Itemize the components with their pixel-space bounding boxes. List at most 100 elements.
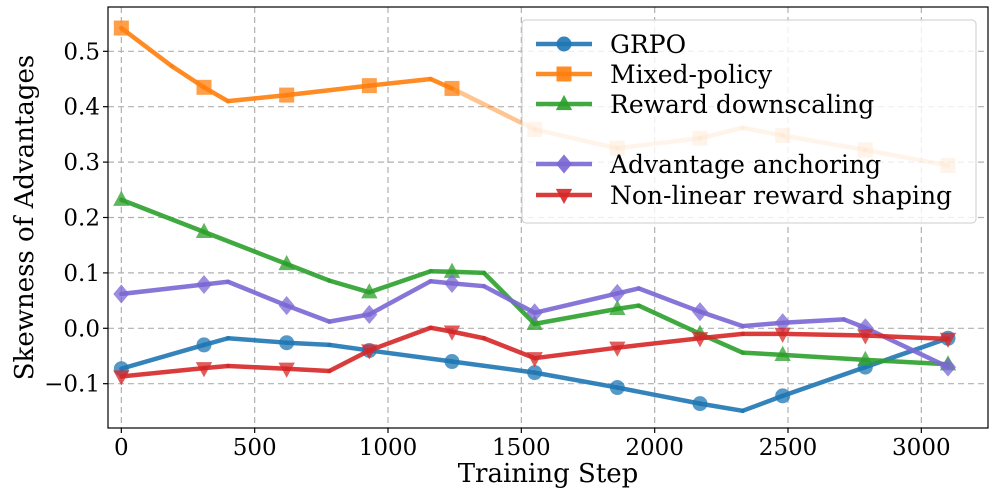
x-tick-label: 500 bbox=[233, 435, 277, 461]
series-line-segment bbox=[284, 261, 332, 283]
series-line-segment bbox=[481, 336, 537, 361]
series-line-segment bbox=[481, 283, 537, 316]
data-point bbox=[444, 80, 460, 96]
series-line-segment bbox=[532, 291, 620, 316]
series-line-segment bbox=[636, 286, 703, 314]
data-point bbox=[692, 396, 708, 412]
series-line-segment bbox=[780, 331, 868, 338]
legend-label: Non-linear reward shaping bbox=[610, 181, 952, 210]
legend-swatch-marker bbox=[555, 188, 573, 205]
data-point bbox=[278, 362, 295, 378]
legend-box bbox=[521, 19, 977, 224]
legend-label: Reward downscaling bbox=[610, 90, 874, 119]
series-line-segment bbox=[697, 309, 745, 329]
y-tick-label: −0.1 bbox=[44, 372, 100, 398]
y-tick-label: 0.4 bbox=[63, 95, 100, 121]
series-line-segment bbox=[327, 348, 372, 374]
data-point bbox=[609, 341, 626, 357]
data-point bbox=[527, 365, 543, 381]
data-point bbox=[361, 78, 377, 94]
series-line-segment bbox=[449, 359, 537, 375]
series-line-segment bbox=[780, 317, 847, 325]
data-point bbox=[444, 354, 460, 370]
series-line-segment bbox=[119, 342, 207, 371]
data-point bbox=[113, 284, 130, 304]
series-line-segment bbox=[636, 303, 703, 337]
series-line-segment bbox=[740, 350, 785, 358]
series-line-segment bbox=[367, 268, 433, 295]
x-tick-label: 1000 bbox=[359, 435, 418, 461]
data-point bbox=[775, 388, 791, 404]
y-tick-label: 0.0 bbox=[63, 316, 100, 342]
data-point bbox=[443, 273, 461, 293]
data-point bbox=[691, 302, 709, 322]
data-point bbox=[195, 275, 213, 295]
data-point bbox=[609, 283, 626, 303]
y-tick-label: 0.1 bbox=[63, 261, 100, 287]
x-tick-label: 0 bbox=[114, 435, 129, 461]
series-line-segment bbox=[532, 345, 620, 361]
series-line-segment bbox=[284, 83, 372, 98]
data-point bbox=[195, 362, 213, 378]
data-point bbox=[857, 350, 874, 366]
data-point bbox=[196, 79, 212, 95]
data-point bbox=[113, 20, 129, 36]
legend-swatch-marker bbox=[555, 154, 573, 174]
data-point bbox=[279, 87, 295, 103]
series-line-segment bbox=[201, 229, 289, 267]
series-line-segment bbox=[367, 76, 433, 88]
series-line-segment bbox=[367, 348, 455, 364]
x-axis-label: Training Step bbox=[458, 459, 639, 489]
data-point bbox=[361, 344, 378, 360]
data-point bbox=[526, 303, 543, 323]
data-point bbox=[939, 332, 957, 348]
x-tick-label: 3000 bbox=[892, 435, 951, 461]
series-line-segment bbox=[532, 370, 620, 390]
data-point bbox=[609, 299, 626, 316]
data-point bbox=[196, 337, 212, 353]
data-point bbox=[113, 190, 130, 206]
legend-swatch-marker bbox=[556, 66, 572, 82]
series-non-linear-reward-shaping bbox=[113, 325, 957, 386]
series-line-segment bbox=[327, 278, 372, 295]
series-line-segment bbox=[863, 357, 951, 367]
series-line-segment bbox=[367, 325, 433, 353]
data-point bbox=[443, 325, 461, 341]
data-point bbox=[278, 254, 295, 271]
series-line-segment bbox=[119, 365, 207, 379]
x-tick-label: 2000 bbox=[625, 435, 684, 461]
data-point bbox=[857, 329, 874, 345]
legend-label: Advantage anchoring bbox=[609, 150, 881, 179]
series-line-segment bbox=[284, 366, 332, 374]
series-line-segment bbox=[449, 269, 487, 276]
series-line-segment bbox=[119, 282, 207, 297]
series-line-segment bbox=[449, 329, 487, 341]
data-point bbox=[774, 327, 791, 343]
data-point bbox=[113, 370, 130, 386]
series-line-segment bbox=[449, 86, 537, 132]
data-point bbox=[526, 314, 543, 330]
series-line-segment bbox=[367, 278, 433, 317]
y-tick-label: 0.5 bbox=[63, 39, 100, 65]
data-point bbox=[279, 335, 295, 351]
data-point bbox=[361, 283, 378, 299]
legend-label: Mixed-policy bbox=[610, 60, 773, 89]
y-axis-label: Skewness of Advantages bbox=[10, 55, 40, 381]
legend-label: GRPO bbox=[610, 30, 686, 59]
series-line-segment bbox=[225, 336, 289, 345]
series-line-segment bbox=[119, 25, 175, 69]
data-point bbox=[195, 222, 213, 239]
series-line-segment bbox=[863, 333, 951, 342]
series-line-segment bbox=[225, 279, 289, 308]
series-line-segment bbox=[532, 306, 620, 327]
data-point bbox=[361, 304, 378, 324]
legend-swatch-marker bbox=[555, 94, 573, 111]
data-point bbox=[691, 332, 709, 348]
ticks: 0 500 1000 1500 2000 2500 3000 −0.1 0.0 0.1 0.2 0.3… bbox=[44, 39, 950, 461]
data-point bbox=[939, 357, 957, 377]
series-line-segment bbox=[615, 385, 703, 406]
legend-swatch-marker bbox=[556, 36, 572, 52]
series-line-segment bbox=[225, 92, 289, 104]
